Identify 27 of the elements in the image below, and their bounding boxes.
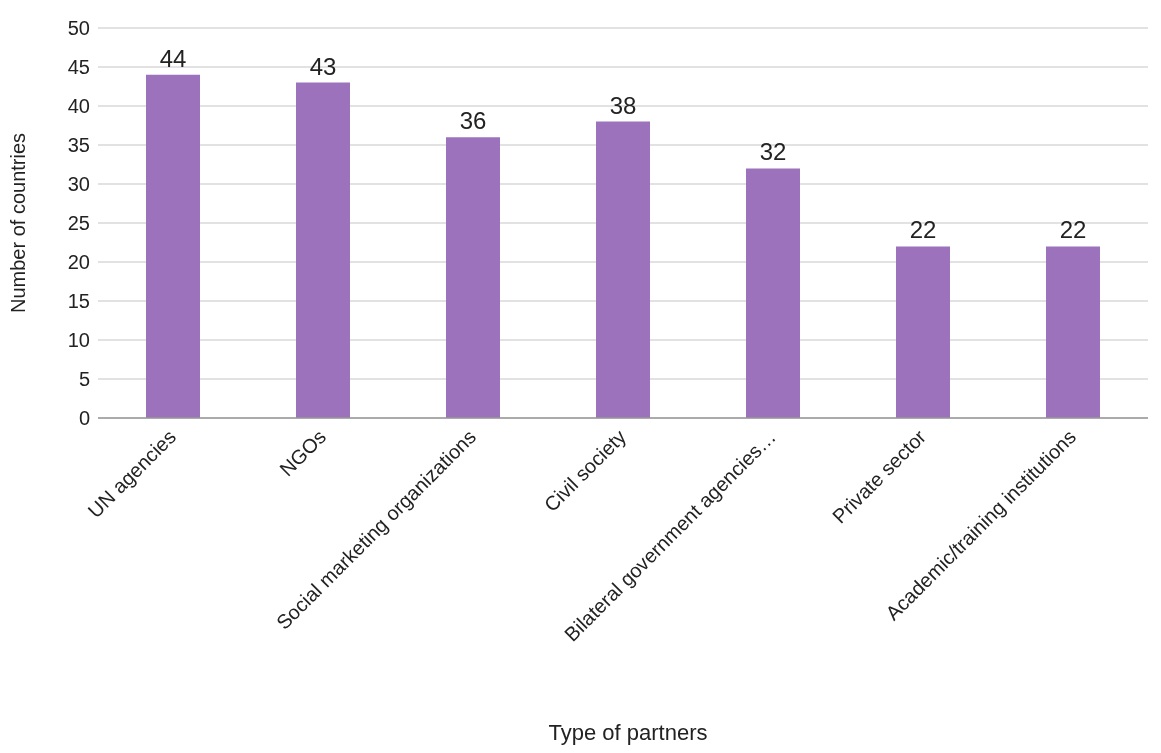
bar [446,137,500,418]
data-label: 43 [309,52,337,80]
data-label: 36 [459,107,487,135]
y-tick-label: 0 [78,407,90,430]
y-tick-label: 20 [67,251,90,274]
data-label: 32 [759,138,787,166]
y-tick-label: 30 [67,173,90,196]
bar [1046,246,1100,418]
data-label: 44 [159,44,187,72]
bar [896,246,950,418]
y-tick-label: 5 [78,368,90,391]
x-axis-title: Type of partners [547,720,709,746]
bar [296,82,350,418]
y-axis-title: Number of countries [7,132,30,314]
y-tick-label: 35 [67,134,90,157]
bar [596,121,650,418]
y-tick-label: 45 [67,56,90,79]
data-label: 38 [609,91,637,119]
y-tick-label: 40 [67,95,90,118]
y-tick-label: 15 [67,290,90,313]
y-tick-label: 25 [67,212,90,235]
bar [146,74,200,418]
data-label: 22 [1059,216,1087,244]
data-label: 22 [909,216,937,244]
y-tick-label: 50 [67,17,90,40]
y-tick-label: 10 [67,329,90,352]
bar [746,168,800,418]
